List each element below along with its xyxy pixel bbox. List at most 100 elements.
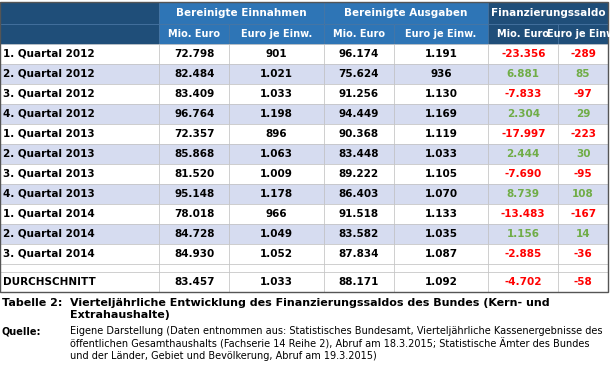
Text: 1.191: 1.191: [425, 49, 458, 59]
Bar: [558, 24, 608, 44]
Text: DURCHSCHNITT: DURCHSCHNITT: [3, 277, 96, 287]
Bar: [159, 64, 229, 84]
Bar: [324, 264, 393, 272]
Text: 2. Quartal 2013: 2. Quartal 2013: [3, 149, 95, 159]
Bar: [229, 164, 324, 184]
Bar: [159, 144, 229, 164]
Bar: [229, 224, 324, 244]
Text: Bereinigte Ausgaben: Bereinigte Ausgaben: [345, 8, 468, 18]
Text: 96.764: 96.764: [174, 109, 215, 119]
Text: 90.368: 90.368: [339, 129, 379, 139]
Text: -289: -289: [570, 49, 596, 59]
Bar: [558, 44, 608, 64]
Text: -23.356: -23.356: [501, 49, 545, 59]
Text: 89.222: 89.222: [339, 169, 379, 179]
Bar: [0, 44, 159, 64]
Text: 29: 29: [576, 109, 590, 119]
Bar: [159, 244, 229, 264]
Bar: [324, 184, 393, 204]
Bar: [0, 264, 159, 272]
Text: 1.105: 1.105: [425, 169, 458, 179]
Bar: [393, 124, 489, 144]
Text: Quelle:: Quelle:: [2, 326, 41, 336]
Text: 1. Quartal 2012: 1. Quartal 2012: [3, 49, 95, 59]
Bar: [324, 104, 393, 124]
Text: Mio. Euro: Mio. Euro: [333, 29, 385, 39]
Text: 83.448: 83.448: [339, 149, 379, 159]
Bar: [393, 104, 489, 124]
Text: 1.119: 1.119: [425, 129, 458, 139]
Text: 75.624: 75.624: [339, 69, 379, 79]
Bar: [489, 24, 558, 44]
Bar: [0, 124, 159, 144]
Bar: [229, 144, 324, 164]
Bar: [558, 64, 608, 84]
Text: 1.178: 1.178: [260, 189, 293, 199]
Bar: [489, 244, 558, 264]
Bar: [229, 124, 324, 144]
Bar: [489, 264, 558, 272]
Text: 1.198: 1.198: [260, 109, 293, 119]
Text: Finanzierungssaldo: Finanzierungssaldo: [491, 8, 606, 18]
Bar: [324, 244, 393, 264]
Text: 82.484: 82.484: [174, 69, 215, 79]
Bar: [558, 244, 608, 264]
Text: 966: 966: [266, 209, 287, 219]
Bar: [229, 264, 324, 272]
Text: Euro je Einw.: Euro je Einw.: [241, 29, 312, 39]
Bar: [159, 84, 229, 104]
Text: 1.033: 1.033: [425, 149, 458, 159]
Text: 96.174: 96.174: [339, 49, 379, 59]
Text: 14: 14: [576, 229, 590, 239]
Bar: [159, 204, 229, 224]
Bar: [558, 124, 608, 144]
Text: Mio. Euro: Mio. Euro: [497, 29, 549, 39]
Bar: [324, 204, 393, 224]
Text: 88.171: 88.171: [339, 277, 379, 287]
Text: 3. Quartal 2012: 3. Quartal 2012: [3, 89, 95, 99]
Text: -4.702: -4.702: [504, 277, 542, 287]
Bar: [393, 272, 489, 292]
Text: 2. Quartal 2014: 2. Quartal 2014: [3, 229, 95, 239]
Text: 108: 108: [572, 189, 594, 199]
Bar: [0, 244, 159, 264]
Bar: [229, 84, 324, 104]
Bar: [558, 272, 608, 292]
Bar: [489, 224, 558, 244]
Text: 85.868: 85.868: [174, 149, 215, 159]
Text: -36: -36: [574, 249, 592, 259]
Bar: [558, 204, 608, 224]
Text: 1.052: 1.052: [260, 249, 293, 259]
Bar: [489, 44, 558, 64]
Bar: [159, 104, 229, 124]
Text: 2.304: 2.304: [507, 109, 540, 119]
Text: 896: 896: [266, 129, 287, 139]
Bar: [393, 44, 489, 64]
Bar: [324, 272, 393, 292]
Bar: [489, 2, 608, 24]
Bar: [324, 84, 393, 104]
Bar: [159, 2, 324, 24]
Bar: [489, 204, 558, 224]
Text: 1.169: 1.169: [425, 109, 458, 119]
Text: 84.728: 84.728: [174, 229, 215, 239]
Text: 1.021: 1.021: [260, 69, 293, 79]
Text: 901: 901: [266, 49, 287, 59]
Bar: [0, 164, 159, 184]
Bar: [229, 64, 324, 84]
Text: -7.690: -7.690: [504, 169, 542, 179]
Text: 72.357: 72.357: [174, 129, 215, 139]
Text: Bereinigte Einnahmen: Bereinigte Einnahmen: [176, 8, 307, 18]
Text: 1.133: 1.133: [425, 209, 458, 219]
Text: 83.457: 83.457: [174, 277, 215, 287]
Text: 1.035: 1.035: [425, 229, 458, 239]
Bar: [393, 264, 489, 272]
Bar: [558, 184, 608, 204]
Text: 87.834: 87.834: [339, 249, 379, 259]
Bar: [324, 124, 393, 144]
Bar: [159, 124, 229, 144]
Bar: [159, 44, 229, 64]
Bar: [558, 144, 608, 164]
Text: 1.063: 1.063: [260, 149, 293, 159]
Bar: [489, 184, 558, 204]
